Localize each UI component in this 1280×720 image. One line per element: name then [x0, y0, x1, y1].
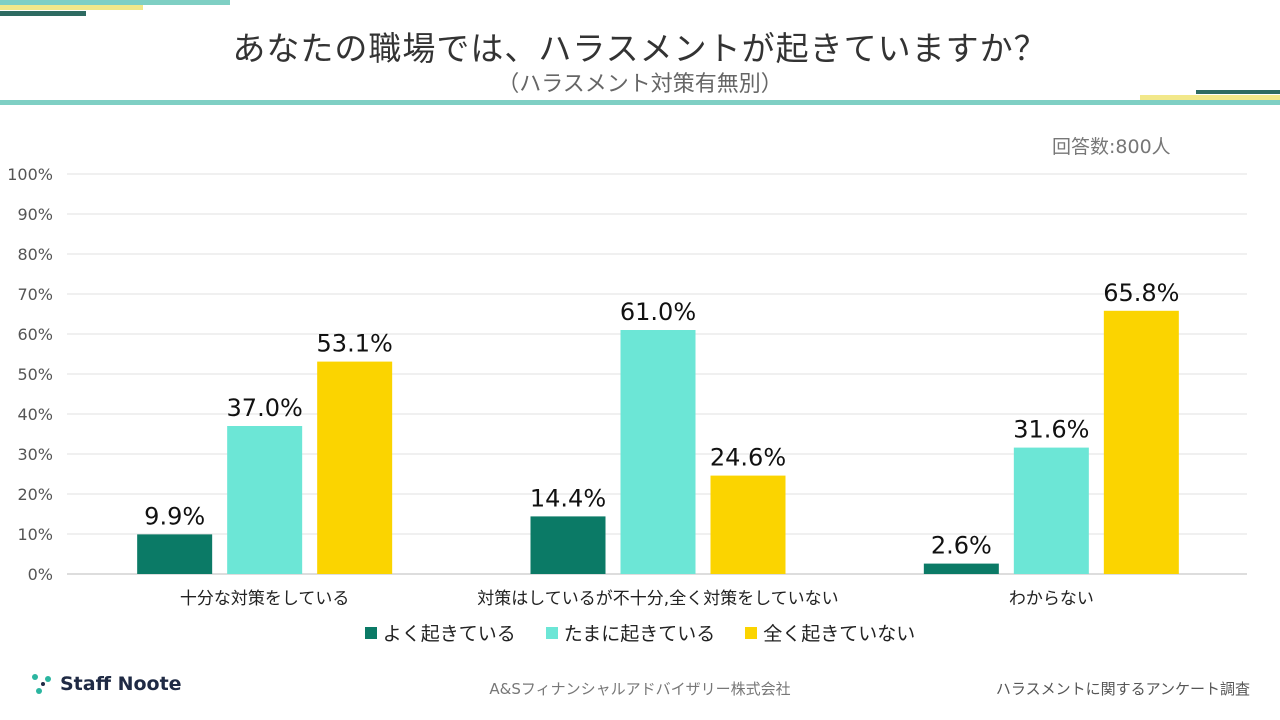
- data-label: 31.6%: [1013, 416, 1089, 444]
- bar: [137, 534, 213, 574]
- top-right-yellow-bar: [1140, 95, 1280, 100]
- top-left-yellow-bar: [0, 5, 143, 10]
- header-divider-line: [0, 100, 1280, 105]
- y-tick-label: 30%: [17, 445, 53, 464]
- legend-label-often: よく起きている: [382, 623, 516, 645]
- legend-swatch-often: [364, 627, 377, 639]
- y-tick-label: 90%: [17, 205, 53, 224]
- bar: [710, 475, 786, 574]
- staff-noote-logo: Staff Noote: [30, 672, 182, 696]
- data-label: 14.4%: [530, 484, 606, 512]
- y-tick-label: 10%: [17, 525, 53, 544]
- legend-label-sometimes: たまに起きている: [563, 623, 716, 645]
- data-label: 61.0%: [620, 298, 696, 326]
- respondent-count: 回答数:800人: [1052, 136, 1171, 158]
- y-tick-label: 40%: [17, 405, 53, 424]
- x-category-label: 対策はしているが不十分,全く対策をしていない: [477, 589, 838, 609]
- legend-item-sometimes: たまに起きている: [545, 619, 716, 646]
- legend-item-never: 全く起きていない: [745, 619, 915, 646]
- chart-legend: よく起きている たまに起きている 全く起きていない: [0, 619, 1280, 646]
- top-left-dark-bar: [0, 11, 86, 16]
- legend-swatch-never: [745, 627, 758, 639]
- bar: [227, 426, 303, 574]
- logo-icon: [32, 674, 51, 694]
- top-right-dark-bar: [1196, 90, 1280, 94]
- logo-text: Staff Noote: [60, 673, 182, 695]
- bar: [530, 516, 606, 574]
- data-label: 9.9%: [144, 502, 205, 530]
- y-tick-label: 0%: [28, 565, 53, 584]
- legend-item-often: よく起きている: [364, 619, 516, 646]
- data-label: 65.8%: [1103, 279, 1179, 307]
- legend-swatch-sometimes: [545, 627, 558, 639]
- y-tick-label: 50%: [17, 365, 53, 384]
- y-tick-label: 80%: [17, 245, 53, 264]
- legend-label-never: 全く起きていない: [763, 623, 916, 645]
- y-tick-label: 70%: [17, 285, 53, 304]
- data-label: 53.1%: [317, 330, 393, 358]
- data-label: 24.6%: [710, 444, 786, 472]
- chart-subtitle: （ハラスメント対策有無別）: [497, 72, 783, 97]
- survey-name: ハラスメントに関するアンケート調査: [995, 680, 1250, 698]
- company-name: A&Sフィナンシャルアドバイザリー株式会社: [489, 680, 791, 698]
- x-category-label: わからない: [1009, 589, 1094, 609]
- bar: [923, 563, 999, 574]
- bar: [1103, 310, 1179, 574]
- y-tick-label: 20%: [17, 485, 53, 504]
- data-label: 2.6%: [931, 532, 992, 560]
- bar: [317, 361, 393, 574]
- top-left-teal-bar: [0, 0, 230, 5]
- y-tick-label: 60%: [17, 325, 53, 344]
- x-category-label: 十分な対策をしている: [180, 589, 350, 609]
- bar: [620, 330, 696, 574]
- bar: [1013, 447, 1089, 574]
- y-tick-label: 100%: [7, 165, 53, 184]
- chart-title: あなたの職場では、ハラスメントが起きていますか？: [232, 29, 1048, 68]
- data-label: 37.0%: [227, 394, 303, 422]
